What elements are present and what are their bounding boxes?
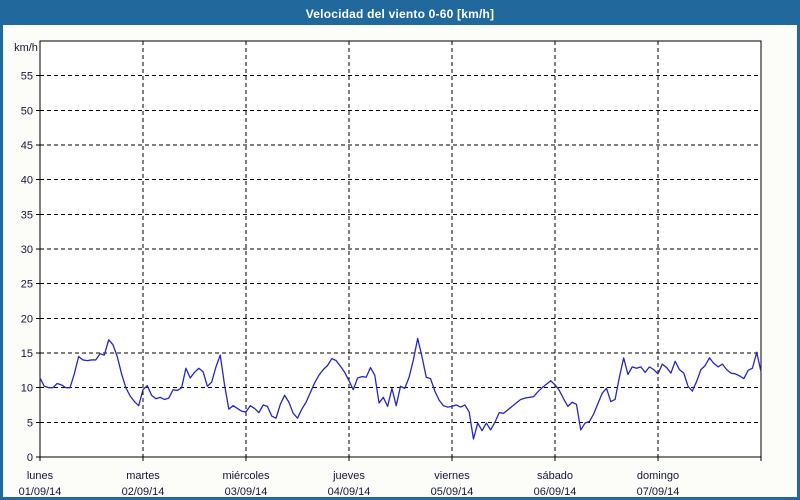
window-title: Velocidad del viento 0-60 [km/h]: [305, 7, 495, 21]
y-tick-label: 30: [21, 244, 33, 256]
y-tick-label: 0: [27, 452, 33, 464]
y-tick-label: 40: [21, 175, 33, 187]
x-date-label: 07/09/14: [637, 486, 680, 498]
title-bar: Velocidad del viento 0-60 [km/h]: [3, 3, 797, 25]
x-date-label: 01/09/14: [19, 486, 62, 498]
y-tick-label: 15: [21, 348, 33, 360]
y-tick-label: 25: [21, 279, 33, 291]
x-day-label: domingo: [637, 470, 679, 482]
x-date-label: 05/09/14: [431, 486, 474, 498]
x-day-label: viernes: [434, 470, 470, 482]
y-tick-label: 10: [21, 383, 33, 395]
x-date-label: 03/09/14: [225, 486, 268, 498]
y-tick-label: 35: [21, 209, 33, 221]
y-tick-label: 45: [21, 140, 33, 152]
x-day-label: martes: [126, 470, 160, 482]
x-day-label: miércoles: [222, 470, 270, 482]
y-tick-label: 5: [27, 417, 33, 429]
x-date-label: 04/09/14: [328, 486, 371, 498]
x-date-label: 02/09/14: [122, 486, 165, 498]
wind-speed-line: [39, 337, 762, 440]
x-day-label: sábado: [537, 470, 573, 482]
y-tick-label: 50: [21, 105, 33, 117]
y-axis-unit-label: km/h: [14, 42, 38, 54]
x-day-label: jueves: [332, 470, 365, 482]
x-date-label: 06/09/14: [534, 486, 577, 498]
y-tick-label: 20: [21, 313, 33, 325]
y-tick-label: 55: [21, 71, 33, 83]
x-day-label: lunes: [27, 470, 54, 482]
